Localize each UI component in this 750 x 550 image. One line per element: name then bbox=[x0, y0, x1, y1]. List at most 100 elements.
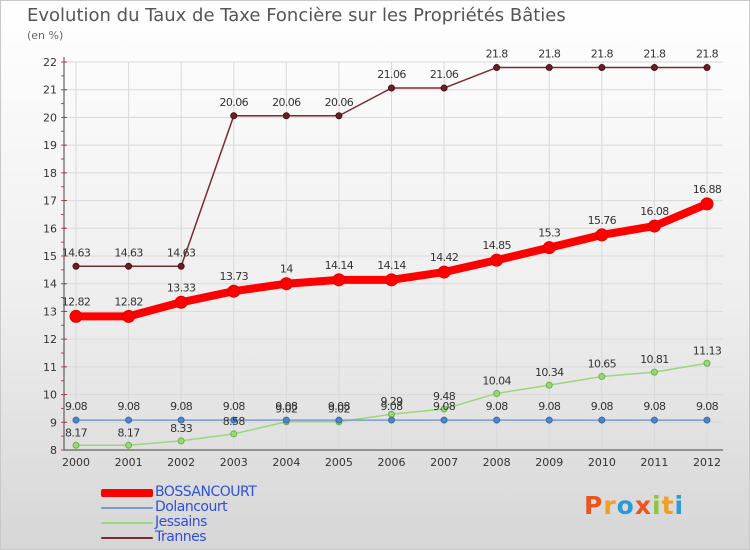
data-point-bossancourt bbox=[437, 265, 451, 279]
data-label-jessains: 9.29 bbox=[380, 395, 403, 408]
data-label-jessains: 10.81 bbox=[640, 353, 669, 366]
y-tick-label: 19 bbox=[43, 139, 57, 152]
y-tick-label: 18 bbox=[43, 167, 57, 180]
data-point-dolancourt bbox=[125, 416, 133, 424]
data-label-dolancourt: 9.08 bbox=[643, 400, 666, 413]
data-label-dolancourt: 9.08 bbox=[486, 400, 509, 413]
data-point-trannes bbox=[650, 64, 658, 72]
data-point-trannes bbox=[493, 64, 501, 72]
x-tick-label: 2009 bbox=[535, 456, 563, 469]
data-label-bossancourt: 16.88 bbox=[693, 183, 722, 196]
y-tick-label: 22 bbox=[43, 56, 57, 69]
y-tick-label: 16 bbox=[43, 222, 57, 235]
data-label-bossancourt: 15.76 bbox=[588, 214, 617, 227]
y-unit-label: (en %) bbox=[27, 29, 64, 42]
data-point-trannes bbox=[72, 262, 80, 270]
y-tick-label: 12 bbox=[43, 333, 57, 346]
data-label-dolancourt: 9.08 bbox=[433, 400, 456, 413]
data-label-bossancourt: 16.08 bbox=[640, 205, 669, 218]
data-point-trannes bbox=[440, 84, 448, 92]
data-label-jessains: 10.34 bbox=[535, 366, 564, 379]
proxiti-logo: Proxiti bbox=[584, 491, 684, 520]
x-tick-label: 2001 bbox=[115, 456, 143, 469]
data-label-trannes: 20.06 bbox=[220, 96, 249, 109]
x-tick-label: 2011 bbox=[640, 456, 668, 469]
data-label-bossancourt: 12.82 bbox=[62, 295, 91, 308]
x-tick-label: 2006 bbox=[378, 456, 406, 469]
x-tick-label: 2002 bbox=[167, 456, 195, 469]
line-chart: 12.82 12.82 13.33 13.73 14 14.14 14.14 14.42 14.… bbox=[43, 48, 723, 469]
data-label-dolancourt: 9.08 bbox=[696, 400, 719, 413]
data-point-bossancourt bbox=[227, 284, 241, 298]
x-tick-label: 2004 bbox=[272, 456, 300, 469]
data-label-dolancourt: 9.08 bbox=[328, 400, 351, 413]
data-point-trannes bbox=[598, 64, 606, 72]
data-point-jessains bbox=[125, 441, 133, 449]
data-label-trannes: 14.63 bbox=[114, 246, 143, 259]
data-label-jessains: 8.17 bbox=[118, 426, 141, 439]
data-label-trannes: 20.06 bbox=[325, 96, 354, 109]
data-label-dolancourt: 9.08 bbox=[170, 400, 193, 413]
y-tick-label: 14 bbox=[43, 278, 57, 291]
data-label-jessains: 9.02 bbox=[328, 403, 350, 416]
legend-swatch-trannes bbox=[101, 537, 153, 539]
data-point-jessains bbox=[545, 381, 553, 389]
data-point-dolancourt bbox=[598, 416, 606, 424]
logo-letter: x bbox=[634, 491, 652, 520]
data-point-trannes bbox=[545, 64, 553, 72]
data-label-trannes: 21.8 bbox=[538, 48, 561, 61]
data-point-dolancourt bbox=[230, 416, 238, 424]
y-tick-label: 9 bbox=[50, 416, 57, 429]
data-label-jessains: 8.33 bbox=[170, 422, 193, 435]
y-tick-label: 13 bbox=[43, 305, 57, 318]
data-point-dolancourt bbox=[650, 416, 658, 424]
data-label-bossancourt: 13.73 bbox=[220, 270, 249, 283]
logo-letter: r bbox=[603, 491, 617, 520]
data-point-trannes bbox=[125, 262, 133, 270]
data-point-dolancourt bbox=[177, 416, 185, 424]
data-label-jessains: 10.04 bbox=[482, 374, 511, 387]
data-point-jessains bbox=[230, 430, 238, 438]
grid bbox=[64, 61, 723, 451]
data-label-trannes: 21.8 bbox=[696, 48, 719, 61]
logo-letter: o bbox=[616, 491, 635, 520]
y-tick-label: 21 bbox=[43, 84, 57, 97]
legend-label-trannes: Trannes bbox=[155, 529, 206, 545]
data-labels: 12.82 12.82 13.33 13.73 14 14.14 14.14 14.42 14.… bbox=[62, 48, 723, 440]
logo-letter: t bbox=[661, 491, 675, 520]
data-point-dolancourt bbox=[493, 416, 501, 424]
data-point-dolancourt bbox=[335, 416, 343, 424]
data-label-bossancourt: 14.85 bbox=[482, 239, 511, 252]
logo-letter: i bbox=[652, 491, 662, 520]
legend-swatch-jessains bbox=[101, 522, 153, 524]
data-point-bossancourt bbox=[595, 228, 609, 242]
legend-label-jessains: Jessains bbox=[155, 514, 207, 530]
series-lines bbox=[69, 64, 714, 449]
data-point-dolancourt bbox=[703, 416, 711, 424]
data-label-dolancourt: 9.08 bbox=[591, 400, 614, 413]
data-point-bossancourt bbox=[490, 253, 504, 267]
data-label-dolancourt: 9.08 bbox=[65, 400, 88, 413]
legend-label-dolancourt: Dolancourt bbox=[155, 499, 228, 515]
data-label-jessains: 11.13 bbox=[693, 344, 722, 357]
data-label-dolancourt: 9.08 bbox=[223, 400, 246, 413]
data-point-bossancourt bbox=[332, 273, 346, 287]
data-label-jessains: 10.65 bbox=[588, 358, 617, 371]
data-point-jessains bbox=[177, 437, 185, 445]
data-label-jessains: 8.58 bbox=[223, 415, 246, 428]
data-point-bossancourt bbox=[122, 309, 136, 323]
data-label-trannes: 21.8 bbox=[643, 48, 666, 61]
data-point-trannes bbox=[282, 112, 290, 120]
y-tick-label: 10 bbox=[43, 389, 57, 402]
data-label-bossancourt: 15.3 bbox=[538, 227, 561, 240]
data-label-dolancourt: 9.08 bbox=[380, 400, 403, 413]
data-label-trannes: 14.63 bbox=[62, 246, 91, 259]
data-label-bossancourt: 14.14 bbox=[377, 259, 406, 272]
x-tick-label: 2008 bbox=[483, 456, 511, 469]
logo-letter: i bbox=[674, 491, 685, 520]
y-tick-label: 8 bbox=[50, 444, 57, 457]
data-label-bossancourt: 14.14 bbox=[325, 259, 354, 272]
data-label-trannes: 21.8 bbox=[591, 48, 614, 61]
data-point-bossancourt bbox=[542, 241, 556, 255]
data-label-jessains: 9.48 bbox=[433, 390, 456, 403]
